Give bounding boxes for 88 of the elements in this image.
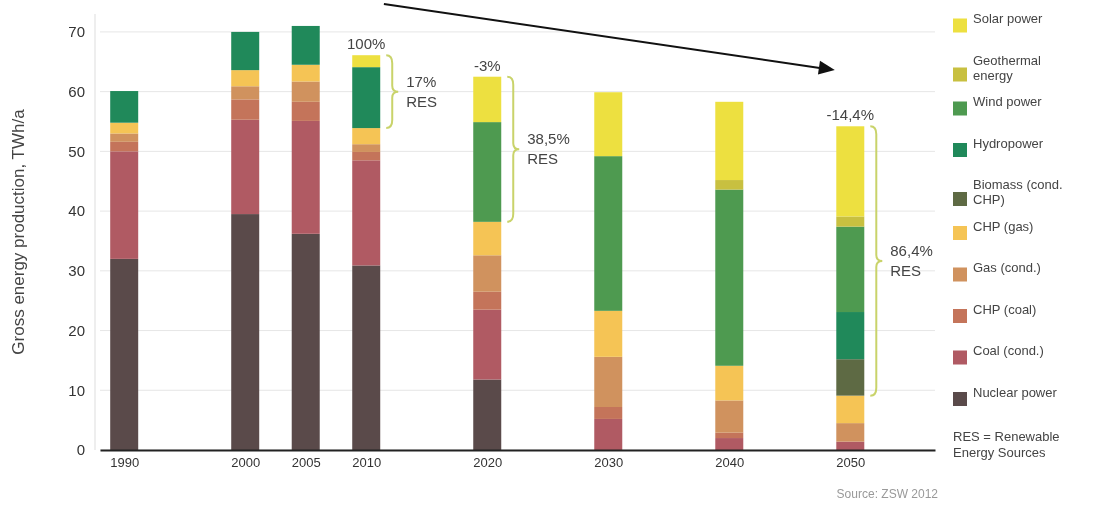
bar [110, 141, 139, 152]
bar [352, 67, 381, 129]
y-tick-label: 70 [68, 23, 85, 41]
bar [473, 255, 502, 292]
bar [352, 265, 381, 450]
y-tick-label: 20 [68, 321, 85, 339]
x-tick-label: 2010 [352, 455, 382, 471]
bar [291, 25, 320, 65]
bar [110, 122, 139, 134]
bar [352, 144, 381, 152]
source-note: Source: ZSW 2012 [836, 487, 939, 501]
bar [836, 423, 865, 442]
bar [836, 359, 865, 396]
bar [715, 101, 744, 181]
bar [352, 55, 381, 68]
bar [473, 291, 502, 310]
legend-label: Geothermal energy [973, 52, 1042, 83]
bar [715, 400, 744, 433]
annotation: 17% RES [406, 72, 438, 110]
bar [836, 226, 865, 313]
legend-label: Wind power [973, 94, 1043, 109]
bar [231, 119, 260, 215]
bar [715, 189, 744, 366]
bar [231, 86, 260, 100]
bar [594, 356, 623, 407]
legend-label: Nuclear power [973, 384, 1058, 400]
bar [594, 310, 623, 357]
bar [231, 214, 260, 450]
annotation: 100% [347, 35, 386, 53]
bar [836, 395, 865, 424]
x-tick-label: 2040 [715, 455, 745, 471]
legend-label: Gas (cond.) [973, 260, 1041, 275]
bar [715, 180, 744, 190]
bar [231, 99, 260, 120]
bar [594, 156, 623, 311]
bar [473, 379, 502, 450]
annotation: -14,4% [826, 106, 875, 124]
text: RES = Renewable Energy Sources [953, 429, 1060, 460]
bar [291, 64, 320, 82]
bar [110, 91, 139, 123]
bar [473, 122, 502, 222]
bar [715, 438, 744, 450]
bar [110, 133, 139, 142]
legend-label: Biomass (cond. CHP) [973, 177, 1063, 207]
bar [291, 101, 320, 121]
bar [473, 309, 502, 380]
y-axis-title: Gross energy production, TWh/a [9, 108, 28, 355]
bar [594, 92, 623, 157]
y-tick-label: 0 [76, 441, 85, 459]
bar [836, 312, 865, 360]
legend-label: Hydropower [973, 135, 1044, 151]
bar [352, 151, 381, 161]
legend-label: CHP (coal) [973, 301, 1037, 317]
annotation: 86,4% RES [890, 241, 933, 279]
bar [291, 81, 320, 102]
annotation: 38,5% RES [527, 130, 570, 168]
x-tick-label: 2030 [594, 455, 624, 471]
bar [291, 233, 320, 450]
x-tick-label: 1990 [110, 455, 140, 471]
bar [473, 221, 502, 256]
bar [715, 365, 744, 401]
bar [352, 128, 381, 145]
x-tick-label: 2005 [291, 455, 321, 471]
bar [473, 76, 502, 123]
bar [594, 418, 623, 450]
bar [594, 407, 623, 419]
bar [715, 432, 744, 439]
y-tick-label: 50 [68, 142, 85, 160]
bar [110, 258, 139, 450]
bar [231, 31, 260, 71]
bar [231, 70, 260, 87]
y-tick-label: 40 [68, 202, 85, 220]
legend-label: Coal (cond.) [973, 343, 1044, 358]
annotation: -3% [473, 56, 501, 74]
bar [352, 160, 381, 266]
legend-label: CHP (gas) [973, 218, 1034, 234]
y-tick-label: 30 [68, 262, 85, 280]
y-tick-label: 60 [68, 82, 85, 100]
y-tick-label: 10 [68, 381, 85, 399]
bar [110, 151, 139, 259]
x-tick-label: 2000 [231, 455, 261, 471]
legend-label: Solar power [973, 11, 1044, 26]
bar [836, 126, 865, 217]
x-tick-label: 2050 [836, 455, 866, 471]
bar [291, 120, 320, 234]
x-tick-label: 2020 [473, 455, 503, 471]
bar [836, 441, 865, 450]
bar [836, 216, 865, 227]
